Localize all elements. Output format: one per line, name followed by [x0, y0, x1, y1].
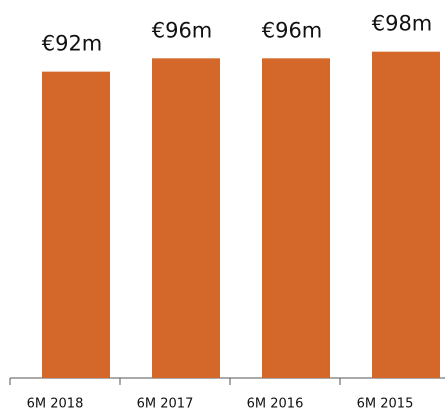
bar [262, 58, 330, 378]
bar [42, 71, 110, 378]
value-label: €96m [262, 18, 323, 42]
x-tick-label: 6M 2016 [247, 397, 304, 412]
bar [372, 51, 440, 378]
x-tick-label: 6M 2017 [137, 397, 194, 412]
bar [152, 58, 220, 378]
value-label: €92m [42, 32, 103, 56]
x-tick-label: 6M 2018 [27, 397, 84, 412]
value-label: €98m [372, 12, 433, 36]
x-tick-label: 6M 2015 [357, 397, 414, 412]
value-label: €96m [152, 18, 213, 42]
